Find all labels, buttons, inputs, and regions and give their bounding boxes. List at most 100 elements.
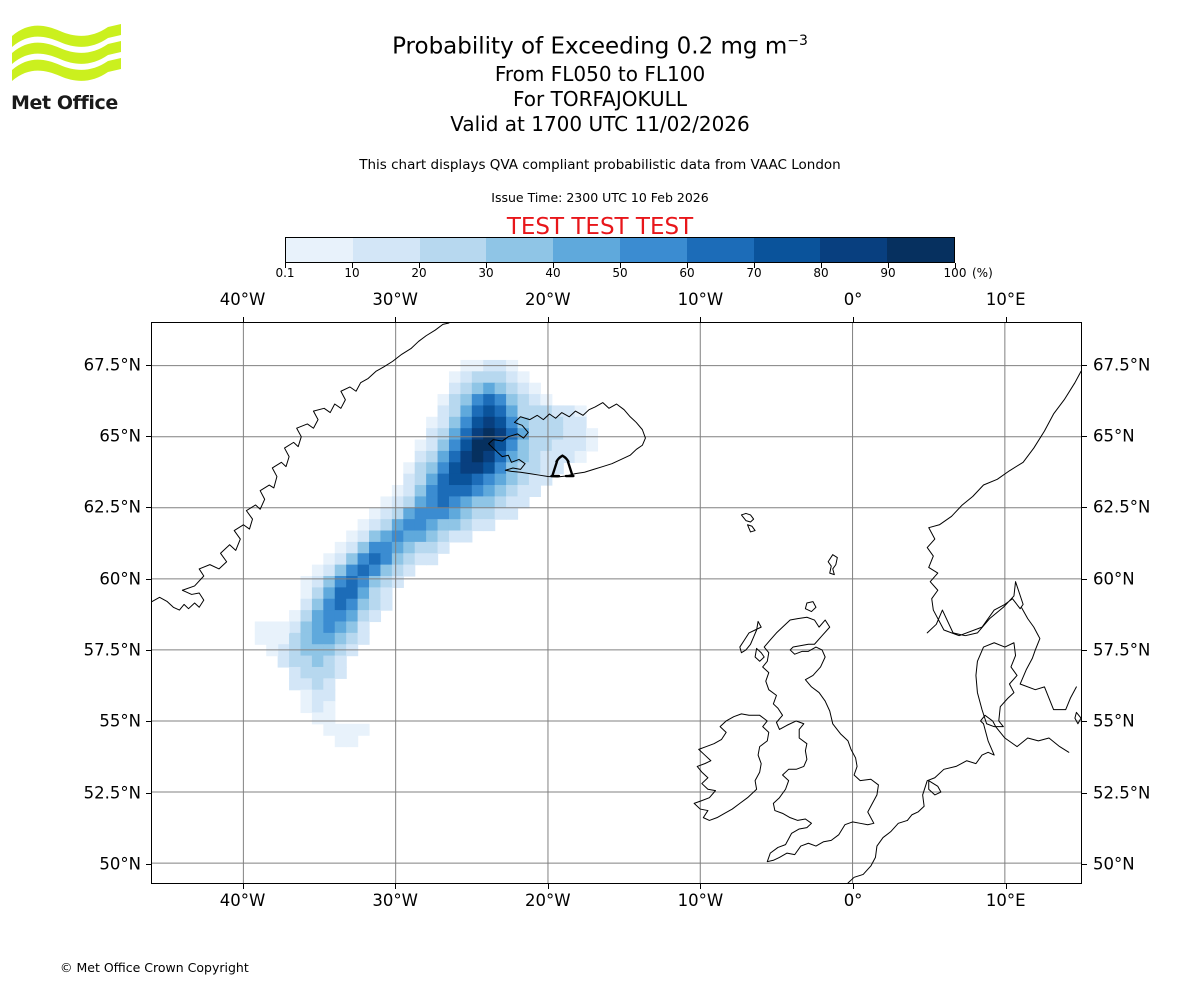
ash-cell (300, 598, 313, 611)
lon-tick (700, 884, 702, 889)
ash-cell (471, 371, 484, 384)
lat-tick (146, 864, 151, 866)
lat-tick (1082, 721, 1087, 723)
colorbar-tick-10 (955, 263, 956, 268)
colorbar-swatch-2 (419, 238, 487, 262)
ash-cell (311, 678, 324, 691)
ash-cell (311, 701, 324, 714)
ash-cell (540, 450, 553, 463)
ash-cell (346, 587, 359, 600)
ash-cell (346, 632, 359, 645)
ash-cell (357, 621, 370, 634)
coastline-germany_s (980, 714, 1070, 753)
ash-cell (323, 678, 336, 691)
ash-cell (437, 485, 450, 497)
ash-cell (528, 462, 541, 475)
ash-cell (369, 610, 382, 623)
ash-cell (323, 723, 336, 736)
colorbar-swatch-4 (553, 238, 620, 262)
ash-cell (563, 439, 576, 452)
colorbar-swatch-8 (820, 238, 888, 262)
main-title-exponent: −3 (787, 33, 808, 49)
lon-label-bottom-3: 10°W (677, 891, 724, 910)
ash-cell (369, 587, 382, 600)
ash-cell (506, 439, 519, 452)
ash-cell (460, 439, 473, 452)
ash-cell (437, 507, 450, 520)
lat-tick (146, 578, 151, 580)
ash-cell (323, 712, 336, 725)
ash-cell (494, 439, 507, 452)
lat-label-left-0: 67.5°N (83, 355, 141, 375)
colorbar-swatch-9 (887, 238, 954, 262)
ash-cell (448, 519, 461, 532)
qva-note: This chart displays QVA compliant probab… (359, 157, 841, 173)
ash-cell (380, 507, 393, 520)
colorbar-swatch-3 (486, 238, 554, 262)
ash-cell (289, 666, 302, 679)
ash-cell (517, 394, 530, 407)
ash-cell (574, 439, 587, 452)
colorbar-tick-label-6: 60 (679, 266, 695, 280)
ash-cell (483, 485, 496, 497)
ash-cell (311, 575, 324, 588)
coastline-faroe (740, 512, 755, 523)
ash-cell (563, 405, 576, 418)
ash-cell (334, 564, 347, 577)
colorbar-tick-7 (754, 263, 755, 268)
ash-cell (426, 507, 439, 520)
ash-cell (346, 598, 359, 611)
ash-cell (437, 439, 450, 452)
ash-cell (311, 587, 324, 600)
ash-cell (403, 496, 416, 509)
colorbar-labels: 0.1 10 20 30 40 50 60 70 80 90 100 (275, 266, 966, 282)
map-svg (152, 323, 1081, 883)
ash-cell (380, 519, 393, 532)
ash-cell (517, 496, 530, 509)
lat-tick (146, 721, 151, 723)
lon-tick (547, 317, 549, 322)
ash-cell (426, 519, 439, 532)
lat-label-right-0: 67.5°N (1093, 355, 1151, 375)
ash-cell (506, 485, 519, 497)
ash-cell (471, 439, 484, 452)
colorbar-ticks (285, 263, 956, 271)
ash-cell (426, 553, 439, 566)
ash-cell (334, 666, 347, 679)
ash-cell (540, 462, 553, 475)
ash-cell (563, 416, 576, 429)
ash-cell (426, 450, 439, 463)
map-panel[interactable] (151, 322, 1082, 884)
ash-cell (300, 689, 313, 702)
ash-cell (323, 553, 336, 566)
ash-cell (586, 428, 599, 441)
ash-cell (300, 655, 313, 668)
ash-cell (528, 382, 541, 395)
colorbar-tick-0 (285, 263, 286, 268)
ash-cell (517, 405, 530, 418)
ash-cell (346, 735, 359, 748)
ash-cell (334, 632, 347, 645)
ash-cell (517, 428, 530, 441)
ash-cell (380, 541, 393, 554)
ash-cell (494, 473, 507, 486)
ash-cell (426, 496, 439, 509)
lon-tick (1005, 884, 1007, 889)
ash-cell (528, 450, 541, 463)
colorbar-tick-label-2: 20 (411, 266, 427, 280)
ash-cell (311, 621, 324, 634)
ash-cell (574, 405, 587, 418)
ash-cell (574, 450, 587, 463)
ash-cell (414, 519, 427, 532)
ash-cell (528, 394, 541, 407)
lon-tick (853, 317, 855, 322)
coastline-sweden_denmark (975, 642, 1018, 728)
ash-cell (448, 485, 461, 497)
ash-cell (357, 541, 370, 554)
ash-cell (346, 621, 359, 634)
coastline-skye (754, 647, 765, 662)
colorbar-swatch-7 (753, 238, 821, 262)
colorbar-tick-label-10: 100 (943, 266, 967, 280)
ash-cell (494, 394, 507, 407)
ash-cell (300, 621, 313, 634)
